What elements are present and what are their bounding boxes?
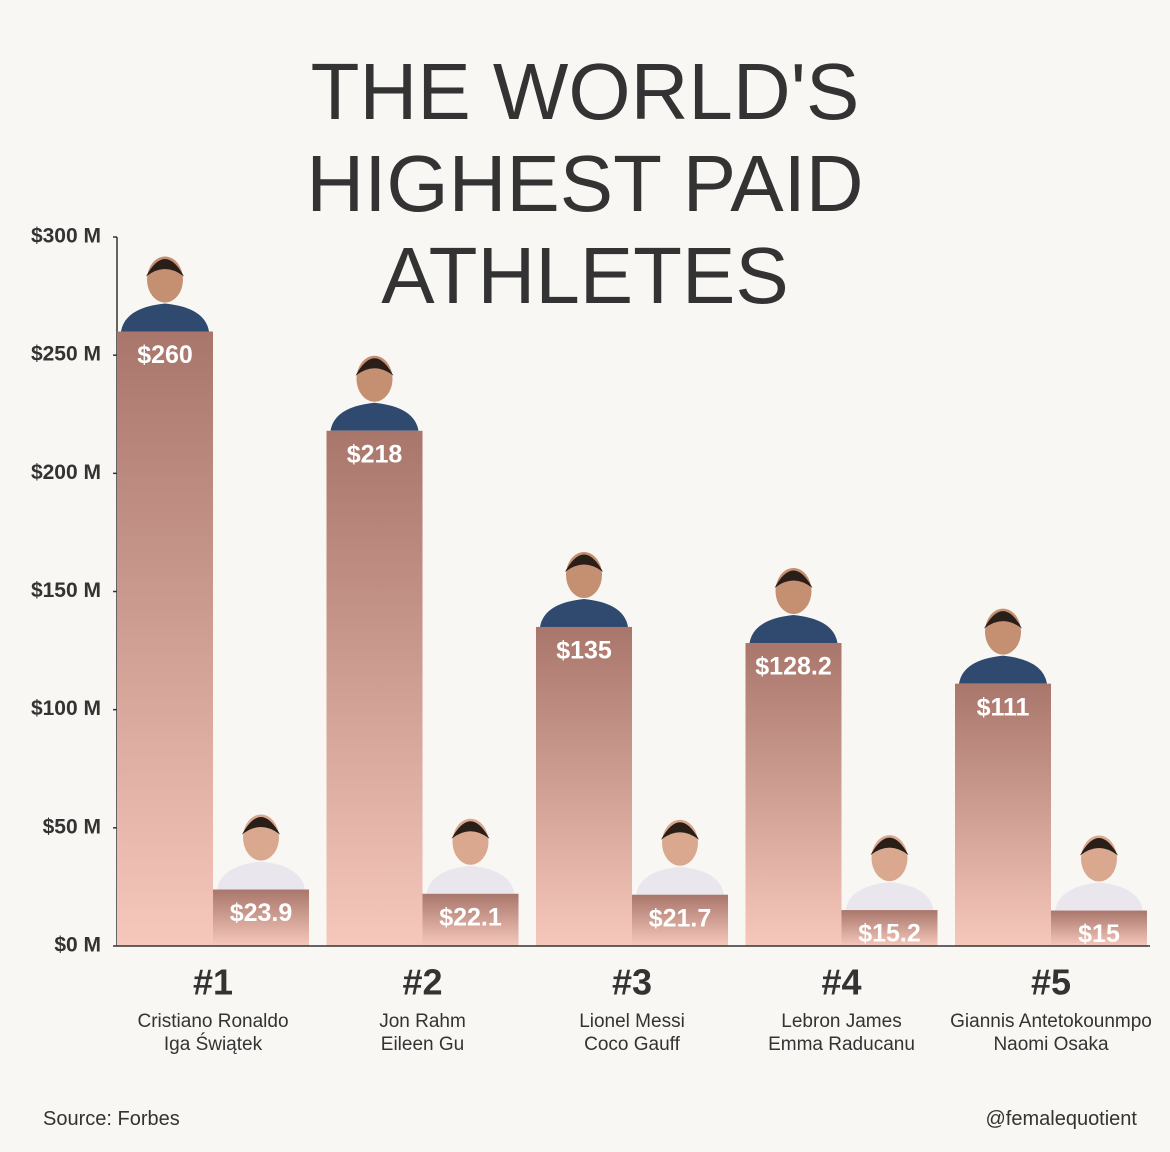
bar [326, 430, 423, 946]
athlete-photo [1055, 835, 1143, 911]
athlete-name: Cristiano Ronaldo [137, 1011, 288, 1032]
value-label: $128.2 [755, 653, 831, 681]
athlete-photo [426, 818, 515, 894]
photo-hair [870, 837, 909, 856]
value-label: $15 [1078, 920, 1120, 948]
photo-shoulders [1055, 882, 1143, 911]
athlete-name: Lebron James [781, 1011, 901, 1032]
value-label: $22.1 [439, 903, 502, 931]
bar [745, 643, 842, 946]
y-tick-label: $150 M [31, 579, 101, 602]
athlete-name: Giannis Antetokounmpo [950, 1011, 1152, 1032]
y-tick-label: $50 M [43, 815, 101, 838]
photo-hair [661, 822, 699, 840]
value-label: $135 [556, 637, 612, 665]
value-label: $23.9 [230, 899, 293, 927]
photo-shoulders [121, 303, 209, 332]
athlete-photo [121, 256, 209, 332]
source: Source: Forbes [43, 1108, 180, 1130]
photo-shoulders [845, 882, 934, 911]
athlete-photo [540, 551, 628, 627]
bar [955, 683, 1051, 946]
x-tick-label: #5 [1031, 962, 1071, 1003]
athlete-name: Jon Rahm [379, 1011, 466, 1032]
photo-hair [355, 358, 394, 376]
athlete-photo [845, 835, 934, 911]
y-tick-label: $100 M [31, 697, 101, 720]
athlete-photo [749, 568, 838, 644]
credit: @femalequotient [985, 1108, 1137, 1130]
photo-shoulders [959, 655, 1047, 684]
athlete-photo [330, 355, 419, 431]
athlete-name: Eileen Gu [381, 1034, 464, 1055]
athlete-name: Naomi Osaka [993, 1034, 1109, 1055]
value-label: $111 [977, 693, 1030, 721]
bar [213, 889, 309, 946]
photo-hair [565, 554, 603, 572]
bar [841, 910, 938, 946]
athlete-photo [636, 819, 724, 895]
x-tick-label: #2 [402, 962, 442, 1003]
bar [1051, 910, 1147, 946]
photo-shoulders [636, 866, 724, 895]
y-tick-label: $300 M [31, 225, 101, 248]
photo-hair [1080, 838, 1118, 856]
value-label: $21.7 [649, 904, 712, 932]
photo-hair [774, 570, 813, 589]
x-tick-label: #1 [193, 962, 233, 1003]
chart-title: THE WORLD'S HIGHEST PAID ATHLETES [306, 47, 864, 320]
athlete-photo [959, 608, 1047, 684]
athlete-name: Emma Raducanu [768, 1034, 915, 1055]
bar [536, 626, 632, 946]
athlete-name: Coco Gauff [584, 1034, 680, 1055]
bar [632, 894, 728, 946]
photo-shoulders [426, 865, 515, 894]
photo-hair [984, 611, 1022, 629]
x-tick-label: #4 [821, 962, 861, 1003]
photo-hair [146, 259, 184, 277]
y-tick-label: $200 M [31, 461, 101, 484]
bar [117, 331, 213, 946]
photo-shoulders [749, 615, 838, 644]
athlete-name: Lionel Messi [579, 1011, 685, 1032]
bar [422, 893, 519, 946]
photo-shoulders [217, 861, 305, 890]
y-tick-label: $250 M [31, 343, 101, 366]
value-label: $15.2 [858, 920, 921, 948]
value-label: $260 [137, 341, 193, 369]
x-tick-label: #3 [612, 962, 652, 1003]
photo-shoulders [540, 598, 628, 627]
y-tick-label: $0 M [54, 934, 101, 957]
photo-hair [451, 821, 490, 839]
value-label: $218 [347, 440, 403, 468]
athlete-name: Iga Świątek [164, 1033, 263, 1055]
photo-hair [242, 817, 280, 835]
athlete-photo [217, 814, 305, 890]
photo-shoulders [330, 402, 419, 431]
